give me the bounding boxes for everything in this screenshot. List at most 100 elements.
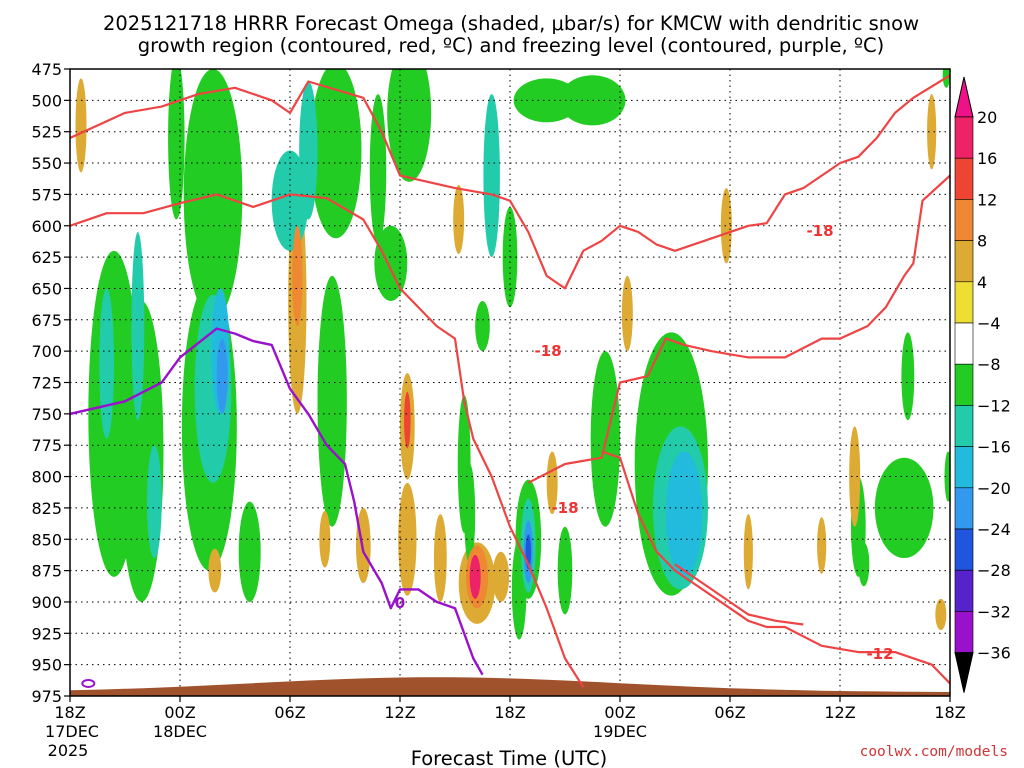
omega-cell-7 (208, 548, 222, 593)
contour-layer (70, 74, 950, 688)
omega-cell-56 (292, 225, 303, 327)
omega-cell-16 (398, 482, 417, 596)
colorbar-label-2: 12 (977, 190, 997, 209)
omega-cell-43 (238, 501, 261, 602)
colorbar-swatch-9 (954, 487, 974, 530)
y-tick-label-475: 475 (31, 60, 62, 79)
omega-cell-39 (927, 94, 937, 170)
x-tick-date-6: 18DEC (153, 722, 207, 741)
colorbar-swatch-1 (954, 157, 974, 200)
omega-cell-64 (469, 554, 481, 599)
omega-cell-9 (317, 275, 347, 527)
colorbar-label-4: 4 (977, 273, 987, 292)
contour-label-freezing: 0 (395, 594, 405, 612)
x-tick-label-12: 06Z (274, 703, 305, 722)
omega-cell-14 (319, 511, 331, 568)
y-tick-label-975: 975 (31, 687, 62, 706)
omega-cell-10 (369, 94, 387, 245)
omega-cell-41 (944, 451, 950, 502)
colorbar-swatch-5 (954, 322, 974, 365)
y-tick-label-775: 775 (31, 436, 62, 455)
dgz-contour-1 (70, 193, 585, 688)
colorbar-label-6: −8 (977, 355, 1001, 374)
colorbar-label-7: −12 (977, 396, 1011, 415)
y-tick-label-875: 875 (31, 562, 62, 581)
omega-cell-55 (147, 445, 162, 559)
y-tick-label-625: 625 (31, 248, 62, 267)
omega-cell-32 (743, 514, 753, 590)
dgz-contour-0 (70, 74, 950, 290)
omega-cell-36 (849, 426, 861, 527)
omega-cell-50 (271, 150, 309, 251)
y-tick-label-600: 600 (31, 217, 62, 236)
contour-label-dgz-bottom: -12 (866, 645, 893, 663)
x-tick-label-0: 18Z (54, 703, 85, 722)
omega-cell-61 (675, 470, 697, 559)
omega-cell-45 (457, 395, 471, 533)
grid-lines (70, 69, 950, 696)
colorbar-swatch-12 (954, 611, 974, 653)
terrain-surface (70, 677, 950, 696)
omega-cell-58 (404, 391, 411, 449)
freezing-level-contour (70, 327, 484, 676)
omega-cell-0 (75, 78, 87, 173)
y-tick-label-575: 575 (31, 185, 62, 204)
chart-title-line-1: 2025121718 HRRR Forecast Omega (shaded, … (103, 12, 919, 35)
contour-labels: -18 -18 -18 -12 0 (395, 222, 894, 663)
x-tick-label-30: 00Z (604, 703, 635, 722)
omega-cell-18 (453, 184, 465, 254)
x-tick-label-36: 06Z (714, 703, 745, 722)
omega-cell-17 (433, 514, 447, 602)
x-axis-label: Forecast Time (UTC) (411, 747, 608, 768)
omega-cell-37 (874, 457, 934, 559)
omega-cell-20 (475, 300, 490, 352)
omega-cell-63 (216, 338, 228, 414)
omega-shading-layer (75, 69, 950, 640)
x-tick-label-24: 18Z (494, 703, 525, 722)
dgz-contour-3 (601, 450, 950, 685)
colorbar-swatch-3 (954, 240, 974, 283)
omega-cell-4 (168, 69, 185, 220)
colorbar-label-1: 16 (977, 149, 997, 168)
colorbar-label-13: −36 (977, 644, 1011, 663)
y-tick-label-650: 650 (31, 279, 62, 298)
omega-cell-25 (546, 451, 558, 515)
x-tick-label-18: 12Z (384, 703, 415, 722)
omega-cell-35 (858, 542, 870, 587)
y-tick-label-700: 700 (31, 342, 62, 361)
colorbar: 20 16 12 8 4 −4 −8 −12 −16 −20 −24 −28 −32 −36 (954, 76, 1011, 693)
contour-label-dgz-top-right: -18 (806, 222, 833, 240)
y-tick-label-925: 925 (31, 624, 62, 643)
colorbar-label-5: −4 (977, 314, 1001, 333)
y-axis: 475 500 525 550 575 600 625 650 675 700 725 750 775 8… (31, 60, 70, 706)
x-tick-year-0: 2025 (48, 741, 89, 760)
contour-label-dgz-mid: -18 (551, 499, 578, 517)
y-tick-label-750: 750 (31, 405, 62, 424)
colorbar-bottom-arrow (954, 652, 974, 693)
dgz-contour-2 (527, 174, 950, 484)
omega-cell-40 (935, 598, 947, 631)
colorbar-label-11: −28 (977, 561, 1011, 580)
x-tick-label-42: 12Z (824, 703, 855, 722)
colorbar-top-arrow (954, 76, 974, 118)
colorbar-swatch-10 (954, 528, 974, 571)
colorbar-swatch-6 (954, 363, 974, 406)
colorbar-swatch-4 (954, 281, 974, 324)
y-tick-label-800: 800 (31, 468, 62, 487)
freezing-level-small-loop (81, 678, 96, 688)
omega-cell-33 (817, 517, 827, 574)
colorbar-swatch-0 (954, 116, 974, 159)
colorbar-swatch-7 (954, 405, 974, 447)
y-tick-label-525: 525 (31, 123, 62, 142)
x-tick-date-30: 19DEC (593, 722, 647, 741)
colorbar-label-0: 20 (977, 108, 997, 127)
y-tick-label-950: 950 (31, 656, 62, 675)
chart-title-line-2: growth region (contoured, red, ºC) and f… (138, 34, 885, 57)
omega-cell-8 (310, 69, 362, 239)
omega-cell-11 (387, 69, 432, 182)
x-tick-label-6: 00Z (164, 703, 195, 722)
omega-cell-48 (131, 232, 145, 421)
colorbar-swatch-2 (954, 199, 974, 241)
